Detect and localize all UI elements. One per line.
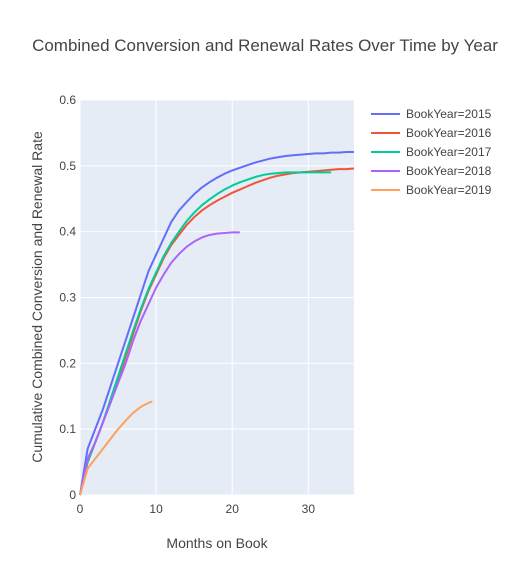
tick-labels: 0 0.1 0.2 0.3 0.4 0.5 0.6 0 10 20 30 bbox=[59, 93, 315, 516]
legend: BookYear=2015 BookYear=2016 BookYear=2017 B… bbox=[371, 107, 492, 197]
x-tick-label: 10 bbox=[149, 502, 163, 516]
legend-label: BookYear=2015 bbox=[406, 107, 492, 121]
y-tick-label: 0.2 bbox=[59, 356, 76, 370]
legend-label: BookYear=2019 bbox=[406, 183, 492, 197]
x-tick-label: 30 bbox=[302, 502, 316, 516]
x-tick-label: 20 bbox=[226, 502, 240, 516]
legend-label: BookYear=2018 bbox=[406, 164, 492, 178]
chart-title: Combined Conversion and Renewal Rates Ov… bbox=[32, 36, 498, 55]
series-line bbox=[79, 400, 153, 496]
y-axis-title: Cumulative Combined Conversion and Renew… bbox=[29, 131, 45, 463]
y-tick-label: 0 bbox=[69, 488, 76, 502]
series-line bbox=[79, 231, 240, 496]
x-axis-title: Months on Book bbox=[166, 535, 268, 551]
y-tick-label: 0.5 bbox=[59, 159, 76, 173]
y-tick-label: 0.6 bbox=[59, 93, 76, 107]
legend-label: BookYear=2017 bbox=[406, 145, 492, 159]
series-line bbox=[79, 171, 332, 496]
y-tick-label: 0.1 bbox=[59, 422, 76, 436]
y-tick-label: 0.4 bbox=[59, 225, 76, 239]
x-tick-label: 0 bbox=[77, 502, 84, 516]
y-tick-label: 0.3 bbox=[59, 291, 76, 305]
legend-label: BookYear=2016 bbox=[406, 126, 492, 140]
series-lines bbox=[79, 151, 355, 496]
series-line bbox=[79, 151, 354, 496]
